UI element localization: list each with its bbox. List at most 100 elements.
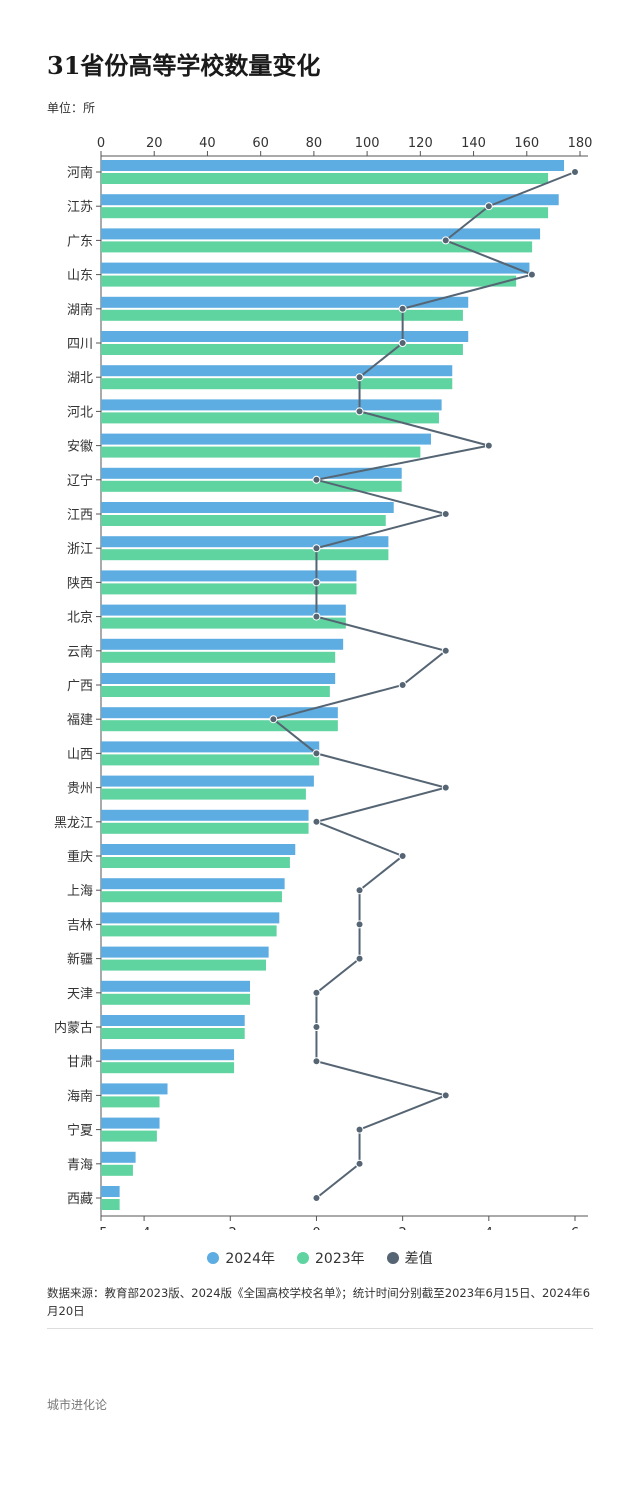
bar-2024 bbox=[101, 502, 394, 513]
diff-point bbox=[355, 920, 364, 929]
diff-line bbox=[271, 171, 576, 1199]
bar-2023 bbox=[101, 412, 439, 424]
bar-2024 bbox=[101, 331, 469, 342]
bar-2023 bbox=[101, 207, 549, 219]
diff-point bbox=[355, 886, 364, 895]
legend-dot-2023 bbox=[297, 1252, 309, 1264]
category-label: 西藏 bbox=[67, 1192, 93, 1207]
bar-2023 bbox=[101, 1062, 235, 1074]
top-axis-tick-label: 140 bbox=[461, 136, 486, 151]
category-label: 云南 bbox=[67, 644, 93, 660]
chart-title: 31省份高等学校数量变化 bbox=[47, 51, 321, 80]
diff-point bbox=[527, 270, 536, 279]
bar-2023 bbox=[101, 651, 336, 663]
bar-2023 bbox=[101, 1028, 245, 1039]
top-axis-tick-label: 40 bbox=[199, 136, 216, 151]
legend-item-diff[interactable]: 差值 bbox=[386, 1248, 433, 1268]
legend-item-2024[interactable]: 2024年 bbox=[207, 1248, 275, 1268]
bar-2024 bbox=[101, 673, 336, 684]
bar-2024 bbox=[101, 946, 269, 958]
diff-point bbox=[441, 236, 450, 245]
diff-point bbox=[312, 817, 321, 826]
bar-2024 bbox=[101, 160, 565, 171]
legend-label-2023: 2023年 bbox=[315, 1251, 365, 1267]
bar-2023 bbox=[101, 788, 306, 800]
legend-label-diff: 差值 bbox=[404, 1251, 433, 1267]
diff-point bbox=[571, 168, 579, 176]
bar-2023 bbox=[101, 754, 320, 766]
bar-2024 bbox=[101, 980, 251, 992]
divider bbox=[47, 1328, 593, 1329]
bar-2024 bbox=[101, 194, 559, 206]
bar-2023 bbox=[101, 720, 338, 732]
bar-2023 bbox=[101, 1096, 160, 1108]
category-label: 海南 bbox=[67, 1088, 93, 1104]
diff-point bbox=[484, 441, 493, 450]
bar-2023 bbox=[101, 241, 533, 253]
category-label: 天津 bbox=[67, 987, 93, 1002]
category-label: 甘肃 bbox=[67, 1055, 93, 1070]
diff-point bbox=[484, 202, 493, 211]
bottom-axis-tick-label: 0 bbox=[312, 1226, 320, 1230]
legend-label-2024: 2024年 bbox=[225, 1251, 275, 1267]
top-axis-tick-label: 160 bbox=[514, 136, 539, 151]
bottom-axis-tick-label: -2 bbox=[224, 1226, 237, 1230]
category-label: 湖南 bbox=[67, 302, 93, 318]
diff-point bbox=[355, 407, 364, 416]
category-label: 青海 bbox=[67, 1158, 93, 1173]
bar-2024 bbox=[101, 878, 285, 890]
bar-2024 bbox=[101, 1151, 136, 1163]
category-label: 辽宁 bbox=[67, 473, 93, 489]
diff-point bbox=[355, 954, 364, 963]
bar-2024 bbox=[101, 365, 453, 377]
top-axis-tick-label: 20 bbox=[146, 136, 163, 151]
category-label: 新疆 bbox=[67, 952, 93, 968]
bar-2024 bbox=[101, 844, 296, 855]
bar-2023 bbox=[101, 617, 346, 629]
diff-point bbox=[398, 681, 407, 689]
footer-brand: 城市进化论 bbox=[47, 1398, 108, 1412]
category-label: 宁夏 bbox=[67, 1123, 93, 1139]
legend-dot-diff bbox=[386, 1252, 399, 1264]
bar-2024 bbox=[101, 1015, 245, 1026]
legend-item-2023[interactable]: 2023年 bbox=[297, 1248, 365, 1268]
diff-point bbox=[312, 612, 321, 621]
bar-2024 bbox=[101, 1083, 168, 1095]
bar-2024 bbox=[101, 467, 402, 479]
category-label: 广西 bbox=[67, 679, 93, 694]
bar-2023 bbox=[101, 549, 389, 561]
bar-2023 bbox=[101, 173, 549, 184]
top-axis-tick-label: 100 bbox=[355, 136, 380, 151]
top-axis-tick-label: 80 bbox=[306, 136, 323, 151]
bar-2023 bbox=[101, 822, 309, 834]
diff-point bbox=[312, 749, 321, 758]
bar-2023 bbox=[101, 344, 463, 355]
category-label: 黑龙江 bbox=[54, 816, 93, 831]
bar-2023 bbox=[101, 857, 290, 868]
bar-2024 bbox=[101, 1186, 120, 1197]
bar-2023 bbox=[101, 891, 282, 903]
source-note: 数据来源：教育部2023版、2024版《全国高校学校名单》；统计时间分别截至20… bbox=[47, 1286, 591, 1318]
diff-point bbox=[269, 715, 278, 724]
bar-2024 bbox=[101, 1117, 160, 1129]
diff-point bbox=[355, 1159, 364, 1168]
diff-point bbox=[398, 852, 407, 860]
diff-point bbox=[312, 475, 321, 484]
bar-2023 bbox=[101, 275, 517, 287]
category-label: 陕西 bbox=[67, 576, 93, 591]
bar-2024 bbox=[101, 1049, 235, 1061]
diff-point bbox=[312, 988, 321, 997]
top-axis-tick-label: 120 bbox=[408, 136, 433, 151]
bar-2023 bbox=[101, 583, 357, 595]
diff-point bbox=[441, 646, 450, 655]
category-label: 江苏 bbox=[67, 199, 93, 215]
legend-dot-2024 bbox=[207, 1252, 220, 1264]
top-axis-tick-label: 180 bbox=[568, 136, 593, 151]
diff-point bbox=[312, 1023, 321, 1031]
bottom-axis-tick-label: 4 bbox=[485, 1226, 493, 1230]
bar-2024 bbox=[101, 775, 314, 787]
diff-point bbox=[312, 578, 321, 587]
bar-2023 bbox=[101, 1199, 120, 1210]
bottom-axis-tick-label: -4 bbox=[138, 1226, 151, 1230]
legend: 2024年 2023年 差值 bbox=[0, 1248, 640, 1268]
